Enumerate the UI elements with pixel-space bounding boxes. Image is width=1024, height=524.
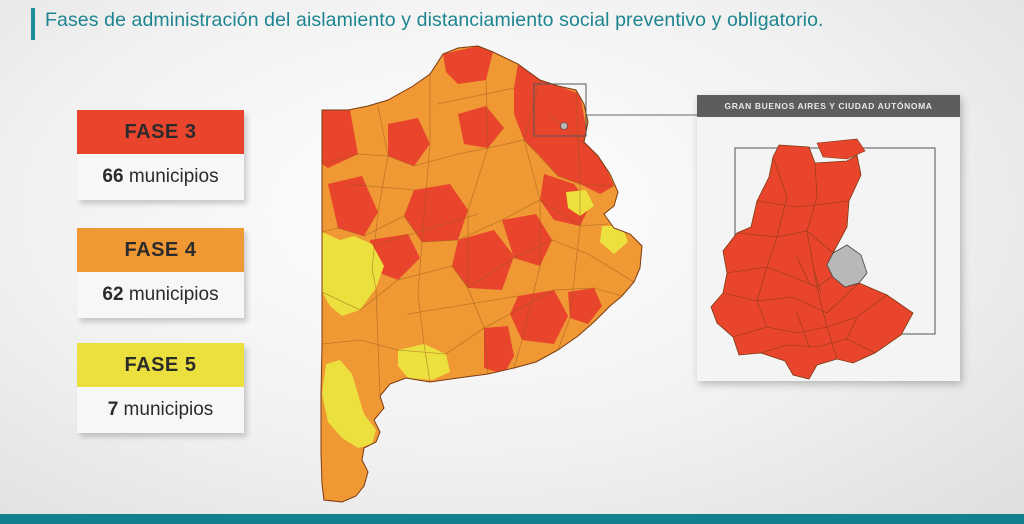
legend-phase-label: FASE 5 [77, 343, 244, 387]
caba-area [826, 244, 868, 288]
title-accent-bar [31, 8, 35, 40]
legend-phase-label: FASE 3 [77, 110, 244, 154]
footer-accent-bar [0, 514, 1024, 524]
legend-phase-count: 62 municipios [77, 272, 244, 318]
gba-highlight-box [533, 83, 587, 137]
legend-phase-count: 66 municipios [77, 154, 244, 200]
inset-connector-line [586, 114, 698, 116]
page-title: Fases de administración del aislamiento … [45, 9, 824, 31]
legend-phase-count: 7 municipios [77, 387, 244, 433]
legend-phase-label: FASE 4 [77, 228, 244, 272]
gba-inset-panel: GRAN BUENOS AIRES Y CIUDAD AUTÓNOMA [697, 95, 960, 381]
inset-title: GRAN BUENOS AIRES Y CIUDAD AUTÓNOMA [697, 95, 960, 117]
province-map [320, 45, 643, 503]
legend-card-fase-3: FASE 3 66 municipios [77, 110, 244, 200]
legend-card-fase-4: FASE 4 62 municipios [77, 228, 244, 318]
legend-card-fase-5: FASE 5 7 municipios [77, 343, 244, 433]
gba-inset-map [710, 138, 936, 380]
